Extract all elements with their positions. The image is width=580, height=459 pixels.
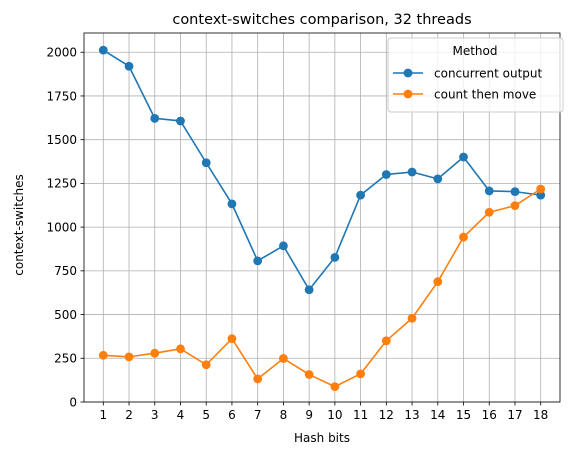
y-tick-label: 750 <box>54 264 77 278</box>
x-tick-label: 1 <box>99 408 107 422</box>
legend-marker <box>403 68 413 78</box>
data-point <box>304 285 314 295</box>
data-point <box>304 370 314 379</box>
data-point <box>330 252 340 262</box>
chart-title: context-switches comparison, 32 threads <box>172 12 471 28</box>
x-tick-label: 10 <box>327 408 342 422</box>
y-tick-label: 1500 <box>46 133 77 147</box>
data-point <box>484 186 494 196</box>
y-tick-label: 1000 <box>46 220 77 234</box>
y-tick-label: 1750 <box>46 89 77 103</box>
y-axis-label: context-switches <box>12 174 26 276</box>
y-tick-label: 2000 <box>46 46 77 60</box>
data-point <box>176 116 185 126</box>
x-axis-label: Hash bits <box>294 431 350 445</box>
data-point <box>407 313 417 323</box>
data-point <box>536 190 546 200</box>
x-tick-label: 5 <box>202 408 210 422</box>
x-tick-label: 11 <box>353 408 368 422</box>
data-point <box>510 187 520 197</box>
data-point <box>279 241 288 251</box>
legend-entry: concurrent output <box>393 66 543 80</box>
x-tick-label: 16 <box>482 408 497 422</box>
legend-label: count then move <box>434 87 536 101</box>
data-point <box>227 334 237 344</box>
data-point <box>98 350 108 360</box>
data-point <box>459 232 468 242</box>
legend: Method concurrent output count then move <box>387 37 564 113</box>
data-point <box>459 152 468 162</box>
y-tick-label: 250 <box>54 352 77 366</box>
data-point <box>381 336 391 346</box>
data-point <box>433 277 443 287</box>
data-point <box>510 201 520 211</box>
y-tick-label: 500 <box>54 308 77 322</box>
data-point <box>201 158 211 168</box>
legend-entry: count then move <box>393 87 536 101</box>
series-concurrent-output <box>98 45 546 295</box>
series-layer <box>98 45 546 392</box>
series-count-then-move <box>98 184 546 392</box>
plot-frame <box>83 32 561 403</box>
legend-marker <box>403 89 413 99</box>
data-point <box>98 45 108 55</box>
data-point <box>407 167 417 177</box>
data-point <box>201 360 211 370</box>
data-point <box>150 113 160 123</box>
x-tick-label: 7 <box>254 408 262 422</box>
x-tick-label: 3 <box>151 408 159 422</box>
y-tick-label: 1250 <box>46 177 77 191</box>
data-point <box>124 352 134 362</box>
ticks: 1 2 3 4 5 6 7 8 9 10 11 12 13 14 15 16 17 180250500750100… <box>46 46 548 422</box>
x-tick-label: 12 <box>379 408 394 422</box>
x-tick-label: 8 <box>280 408 288 422</box>
data-point <box>536 184 546 194</box>
data-point <box>381 170 391 179</box>
data-point <box>150 348 160 358</box>
data-point <box>279 354 288 363</box>
x-tick-label: 13 <box>404 408 419 422</box>
data-point <box>124 61 134 71</box>
x-tick-label: 14 <box>430 408 445 422</box>
data-point <box>356 369 365 379</box>
data-point <box>330 382 340 392</box>
x-tick-label: 2 <box>125 408 133 422</box>
x-tick-label: 4 <box>177 408 185 422</box>
x-tick-label: 15 <box>456 408 471 422</box>
data-point <box>176 344 185 354</box>
x-tick-label: 6 <box>228 408 236 422</box>
data-point <box>433 174 443 184</box>
legend-box <box>387 37 564 113</box>
legend-label: concurrent output <box>434 66 543 80</box>
x-tick-label: 9 <box>305 408 313 422</box>
data-point <box>484 207 494 217</box>
data-point <box>356 190 365 200</box>
legend-title: Method <box>452 44 497 58</box>
y-tick-label: 0 <box>69 395 77 409</box>
data-point <box>227 199 237 209</box>
x-tick-label: 17 <box>507 408 522 422</box>
data-point <box>253 256 263 266</box>
x-tick-label: 18 <box>533 408 548 422</box>
legend-entries: concurrent output count then move <box>393 66 543 101</box>
data-point <box>253 374 263 384</box>
